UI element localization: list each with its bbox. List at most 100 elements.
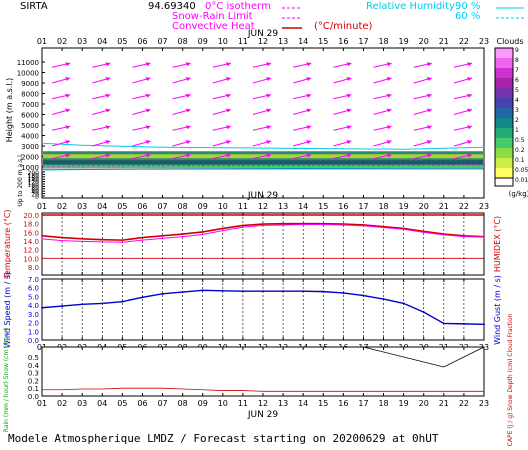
wind-arrow-head [225,153,231,158]
p4b-hour-22: 22 [459,399,469,408]
p2-hour-21: 21 [439,202,449,211]
p4-ytick: 0.2 [28,377,39,385]
wind-arrow-head [266,93,271,98]
colorbar-cell [495,98,513,108]
wind-arrow-head [266,153,271,158]
p1-ytick: 60 [31,187,39,194]
temperature-point [242,224,244,227]
panel-precip [41,346,485,397]
p1-hour-06: 06 [137,37,147,46]
p2-hour-12: 12 [258,202,268,211]
colorbar-cell [495,148,513,158]
wind-arrow-head [65,62,71,67]
wind-arrow-head [266,140,271,144]
station-coords: 94.69340 [148,1,196,12]
p1-ytick: 100 [28,182,40,189]
wind-arrow-head [185,125,191,130]
wind-arrow-head [105,125,111,130]
p2-hour-03: 03 [77,202,87,211]
p1-hour-03: 03 [77,37,87,46]
colorbar-frame [494,47,514,179]
wind-arrow-head [225,108,231,113]
legend-rh-90: 90 % [455,1,480,12]
temperature-point [101,241,104,243]
wind-arrow-head [386,125,392,130]
colorbar-cell [495,158,513,168]
temperature-point [201,231,204,233]
wind-point [402,302,405,305]
p4b-hour-06: 06 [137,399,147,408]
p3-ytick: 4.0 [28,302,39,310]
p4b-hour-11: 11 [238,399,248,408]
p4b-hour-08: 08 [178,399,188,408]
p1-hour-19: 19 [399,37,409,46]
colorbar-tick: 0.1 [515,157,525,164]
p2-hour-19: 19 [399,202,409,211]
p3-ytick: 7.0 [28,276,39,284]
colorbar-tick: 0.01 [515,177,528,184]
temperature-point [322,223,325,226]
p2-ytick: 12.0 [23,247,39,255]
wind-arrow-head [105,62,111,67]
temperature-point [302,223,304,226]
p3-ytick: 5.0 [28,293,39,301]
p2-hour-15: 15 [318,202,328,211]
colorbar-cell [495,138,513,148]
wind-arrow-head [145,125,151,130]
p4b-hour-17: 17 [358,399,368,408]
p1-hour-21: 21 [439,37,449,46]
wind-arrow-head [266,77,271,81]
colorbar-cell [495,68,513,78]
p4-ylabel-left: Rain (mm / hour) Snow (cm / hour) [3,328,10,432]
colorbar-cell [495,108,513,118]
p2-hour-18: 18 [378,202,388,211]
p1-ytick: 6000 [21,112,39,120]
wind-arrow-head [225,93,231,98]
wind-arrow-head [145,62,151,67]
p1-ytick: 160 [28,175,40,182]
wind-arrow-head [65,140,71,144]
p1-hour-15: 15 [318,37,328,46]
colorbar-cell [495,128,513,138]
p4b-hour-23: 23 [479,399,489,408]
wind-point [141,296,144,299]
p2-hour-04: 04 [97,202,107,211]
wind-arrow-head [105,153,111,158]
wind-arrow-head [105,108,111,113]
wind-arrow-head [185,153,191,158]
wind-arrow-head [426,108,432,113]
p1-ytick: 40 [31,189,39,196]
wind-arrow-head [185,140,191,144]
p4b-hour-01: 01 [37,399,47,408]
p2-hour-01: 01 [37,202,47,211]
panel-wind [41,278,485,341]
wind-point [322,290,325,293]
colorbar-cell [495,78,513,88]
wind-arrow-head [426,140,432,144]
temperature-point [282,224,284,226]
p2-hour-02: 02 [57,202,67,211]
p1-hour-07: 07 [157,37,167,46]
p1-hour-11: 11 [238,37,248,46]
wind-arrow-head [346,140,352,144]
p2-hour-05: 05 [117,202,127,211]
temperature-point [81,238,83,240]
p1-ytick: 3000 [21,143,39,151]
colorbar-tick: 1 [515,127,519,134]
colorbar-cell [495,88,513,98]
wind-arrow-head [426,62,432,67]
wind-point [181,291,184,294]
p1-hour-18: 18 [378,37,388,46]
wind-arrow-head [105,77,111,81]
colorbar-cell [495,168,513,178]
p4b-date-label: JUN 29 [247,410,279,420]
p2-hour-22: 22 [459,202,469,211]
temperature-point [41,235,43,237]
wind-arrow-head [306,140,312,144]
p2-ytick: 10.0 [23,255,39,263]
p1-ytick: 7000 [21,101,39,109]
p1-ytick: 8000 [21,91,39,99]
wind-point [442,322,445,325]
